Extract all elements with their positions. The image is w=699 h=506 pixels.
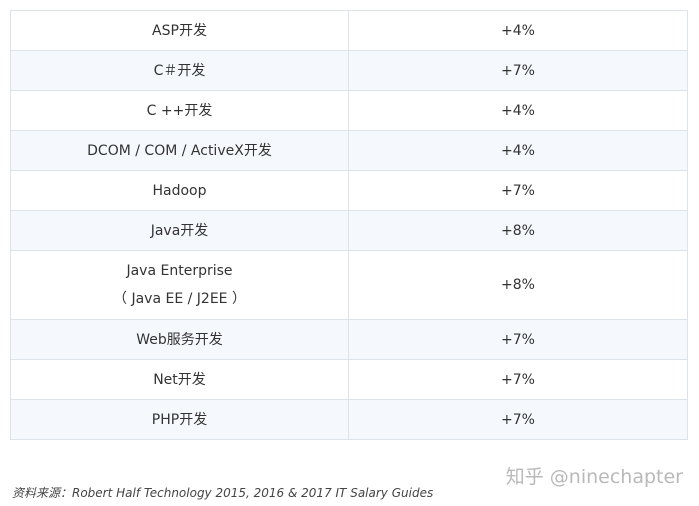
table-cell: PHP开发 — [11, 400, 349, 439]
table-cell: +4% — [349, 91, 688, 130]
table-cell: Java Enterprise （ Java EE / J2EE ） — [11, 251, 349, 319]
table-cell: Net开发 — [11, 360, 349, 399]
cell-line: （ Java EE / J2EE ） — [113, 291, 246, 307]
table-cell: +7% — [349, 171, 688, 210]
cell-line: Java Enterprise — [126, 263, 233, 279]
table-row: Web服务开发 +7% — [11, 320, 688, 360]
table-row: DCOM / COM / ActiveX开发 +4% — [11, 131, 688, 171]
table-row: ASP开发 +4% — [11, 11, 688, 51]
table-row: Java Enterprise （ Java EE / J2EE ） +8% — [11, 251, 688, 320]
watermark: 知乎 @ninechapter — [505, 466, 683, 488]
table-row: Net开发 +7% — [11, 360, 688, 400]
table-cell: +8% — [349, 211, 688, 250]
table-cell: C ++开发 — [11, 91, 349, 130]
table-cell: +7% — [349, 360, 688, 399]
table-cell: Java开发 — [11, 211, 349, 250]
table: ASP开发 +4% C＃开发 +7% C ++开发 +4% DCOM / COM / Act… — [10, 10, 688, 440]
table-cell: +4% — [349, 11, 688, 50]
source-note: 资料来源：Robert Half Technology 2015, 2016 &… — [12, 486, 434, 500]
table-row: PHP开发 +7% — [11, 400, 688, 440]
table-cell: +4% — [349, 131, 688, 170]
table-cell: Hadoop — [11, 171, 349, 210]
table-cell: +7% — [349, 400, 688, 439]
table-row: C＃开发 +7% — [11, 51, 688, 91]
table-cell: Web服务开发 — [11, 320, 349, 359]
table-cell: +8% — [349, 251, 688, 319]
table-row: Java开发 +8% — [11, 211, 688, 251]
table-row: Hadoop +7% — [11, 171, 688, 211]
table-row: C ++开发 +4% — [11, 91, 688, 131]
table-cell: +7% — [349, 320, 688, 359]
table-cell: ASP开发 — [11, 11, 349, 50]
table-cell: C＃开发 — [11, 51, 349, 90]
table-cell: +7% — [349, 51, 688, 90]
table-cell: DCOM / COM / ActiveX开发 — [11, 131, 349, 170]
